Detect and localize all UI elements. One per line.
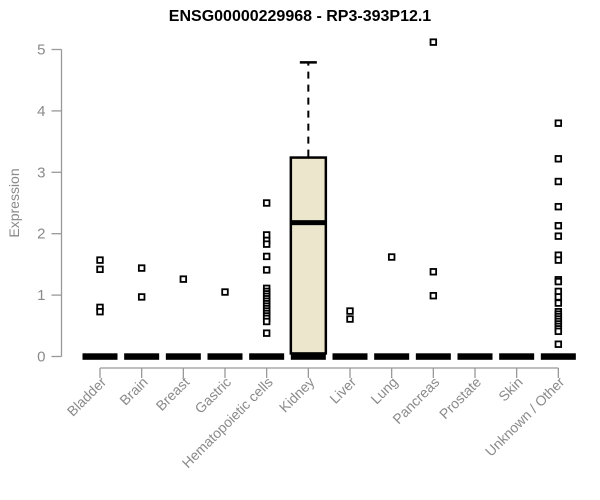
outlier-point-unknown-other <box>554 277 563 286</box>
outlier-point-pancreas <box>429 292 438 300</box>
outlier-point-unknown-other <box>554 293 563 301</box>
outlier-point-unknown-other <box>554 155 563 163</box>
outlier-point-unknown-other <box>554 222 563 230</box>
outlier-point-unknown-other <box>554 340 563 348</box>
box-kidney <box>289 156 328 355</box>
outlier-point-pancreas <box>429 38 438 46</box>
outlier-point-unknown-other <box>554 177 563 186</box>
zero-bar-bladder <box>82 353 118 360</box>
x-category-label-skin: Skin <box>495 374 526 405</box>
x-category-label-bladder: Bladder <box>64 374 110 420</box>
zero-bar-pancreas <box>415 353 451 360</box>
outlier-point-breast <box>179 275 188 283</box>
outlier-point-bladder <box>96 307 104 316</box>
zero-bar-kidney <box>290 353 326 360</box>
y-tick-label: 0 <box>37 349 45 366</box>
x-category-label-prostate: Prostate <box>436 374 484 422</box>
outlier-point-hematopoietic-cells <box>262 252 271 261</box>
x-category-label-brain: Brain <box>116 374 150 408</box>
outlier-point-hematopoietic-cells <box>262 240 271 248</box>
outlier-point-unknown-other <box>554 327 563 336</box>
outlier-point-gastric <box>221 288 229 296</box>
zero-bar-lung <box>374 353 410 360</box>
outlier-point-unknown-other <box>554 232 563 240</box>
x-category-label-liver: Liver <box>326 374 359 407</box>
y-tick-label: 1 <box>37 287 45 304</box>
outlier-point-lung <box>387 253 396 261</box>
y-tick-label: 5 <box>37 42 45 59</box>
outlier-point-hematopoietic-cells <box>262 317 271 326</box>
outlier-point-brain <box>137 293 146 301</box>
median-line-kidney <box>290 220 326 226</box>
y-tick-label: 3 <box>37 164 45 181</box>
outlier-point-unknown-other <box>554 119 563 127</box>
zero-bar-prostate <box>457 353 493 360</box>
outlier-point-liver <box>346 307 354 315</box>
x-category-label-kidney: Kidney <box>276 374 318 416</box>
zero-bar-skin <box>499 353 535 360</box>
y-tick-label: 2 <box>37 226 45 243</box>
zero-bar-gastric <box>207 353 243 360</box>
outlier-point-pancreas <box>429 268 438 276</box>
outlier-point-bladder <box>96 265 104 274</box>
outlier-point-unknown-other <box>554 299 563 307</box>
outlier-point-unknown-other <box>554 202 563 211</box>
zero-bar-breast <box>165 353 201 360</box>
zero-bar-brain <box>124 353 160 360</box>
outlier-point-brain <box>137 264 146 272</box>
zero-bar-unknown-other <box>540 353 576 360</box>
outlier-point-unknown-other <box>554 256 563 264</box>
y-tick-label: 4 <box>37 103 45 120</box>
outlier-point-hematopoietic-cells <box>262 329 271 337</box>
outlier-point-liver <box>346 315 354 323</box>
zero-bar-hematopoietic-cells <box>249 353 285 360</box>
chart-title: ENSG00000229968 - RP3-393P12.1 <box>168 8 432 25</box>
outlier-point-hematopoietic-cells <box>262 266 271 274</box>
outlier-point-hematopoietic-cells <box>262 199 271 207</box>
x-category-label-unknown-other: Unknown / Other <box>482 374 568 460</box>
x-category-label-breast: Breast <box>153 374 193 414</box>
x-category-label-lung: Lung <box>367 374 400 407</box>
zero-bar-liver <box>332 353 368 360</box>
outlier-point-bladder <box>96 256 104 264</box>
